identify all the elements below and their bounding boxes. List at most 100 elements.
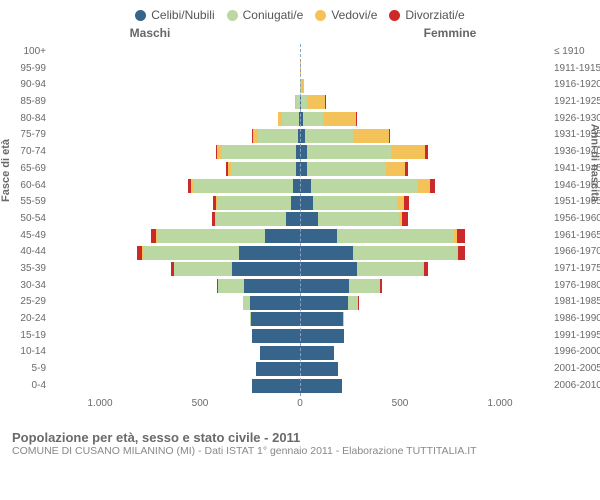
female-bar <box>300 312 405 326</box>
age-label: 65-69 <box>6 161 46 178</box>
x-axis: 1.00050005001.000 <box>50 398 550 414</box>
female-bar <box>300 162 465 176</box>
female-bar <box>300 145 479 159</box>
birth-year-label: 1991-1995 <box>554 328 600 345</box>
legend-item: Coniugati/e <box>227 8 304 22</box>
male-bar <box>191 129 301 143</box>
age-label: 10-14 <box>6 344 46 361</box>
birth-year-label: 1921-1925 <box>554 94 600 111</box>
male-bar <box>188 312 300 326</box>
legend: Celibi/Nubili Coniugati/e Vedovi/e Divorzia… <box>0 0 600 26</box>
female-bar <box>300 279 443 293</box>
birth-year-label: ≤ 1910 <box>554 44 600 61</box>
female-bar <box>300 246 503 260</box>
male-bar <box>190 329 300 343</box>
x-tick: 1.000 <box>450 398 550 414</box>
male-bar <box>181 296 300 310</box>
female-bar <box>300 95 380 109</box>
female-bar <box>300 346 393 360</box>
male-bar <box>200 346 300 360</box>
legend-swatch <box>389 10 400 21</box>
x-tick: 1.000 <box>50 398 150 414</box>
female-bar <box>300 62 309 76</box>
legend-item: Divorziati/e <box>389 8 464 22</box>
legend-label: Divorziati/e <box>405 8 464 22</box>
male-bar <box>153 196 301 210</box>
male-label: Maschi <box>50 26 300 40</box>
birth-year-label: 1936-1940 <box>554 144 600 161</box>
male-bar <box>98 246 300 260</box>
male-bar <box>195 362 300 376</box>
age-label: 40-44 <box>6 244 46 261</box>
female-bar <box>300 129 450 143</box>
male-bar <box>121 262 301 276</box>
legend-label: Coniugati/e <box>243 8 304 22</box>
female-bar <box>300 229 503 243</box>
age-label: 55-59 <box>6 194 46 211</box>
center-axis-line <box>300 44 301 396</box>
age-label: 90-94 <box>6 77 46 94</box>
birth-year-label: 1946-1950 <box>554 178 600 195</box>
birth-year-label: 1996-2000 <box>554 344 600 361</box>
chart-title: Popolazione per età, sesso e stato civil… <box>12 430 588 445</box>
birth-year-label: 1931-1935 <box>554 127 600 144</box>
legend-swatch <box>227 10 238 21</box>
male-bar <box>133 179 300 193</box>
birth-year-label: 2001-2005 <box>554 361 600 378</box>
male-bar <box>164 162 300 176</box>
legend-swatch <box>315 10 326 21</box>
female-bar <box>300 112 420 126</box>
birth-year-label: 1956-1960 <box>554 211 600 228</box>
birth-year-label: 2006-2010 <box>554 378 600 395</box>
female-bar <box>300 79 331 93</box>
male-bar <box>290 79 300 93</box>
age-label: 70-74 <box>6 144 46 161</box>
female-bar <box>300 196 465 210</box>
age-label: 5-9 <box>6 361 46 378</box>
male-bar <box>155 145 300 159</box>
age-label: 20-24 <box>6 311 46 328</box>
birth-year-label: 1926-1930 <box>554 111 600 128</box>
age-label: 75-79 <box>6 127 46 144</box>
age-label: 50-54 <box>6 211 46 228</box>
female-bar <box>300 262 479 276</box>
birth-year-label: 1911-1915 <box>554 61 600 78</box>
birth-year-label: 1976-1980 <box>554 278 600 295</box>
female-bar <box>300 362 398 376</box>
birth-year-label: 1986-1990 <box>554 311 600 328</box>
x-tick: 500 <box>150 398 250 414</box>
age-label: 60-64 <box>6 178 46 195</box>
female-bar <box>300 379 403 393</box>
male-bar <box>156 279 301 293</box>
age-label: 15-19 <box>6 328 46 345</box>
age-label: 100+ <box>6 44 46 61</box>
age-label: 25-29 <box>6 294 46 311</box>
female-label: Femmine <box>300 26 550 40</box>
female-bar <box>300 296 421 310</box>
legend-item: Vedovi/e <box>315 8 377 22</box>
age-label: 35-39 <box>6 261 46 278</box>
female-bar <box>300 329 405 343</box>
birth-year-label: 1981-1985 <box>554 294 600 311</box>
birth-year-label: 1971-1975 <box>554 261 600 278</box>
male-bar <box>263 95 300 109</box>
age-label: 30-34 <box>6 278 46 295</box>
birth-year-label: 1941-1945 <box>554 161 600 178</box>
male-bar <box>107 229 300 243</box>
x-tick: 0 <box>250 398 350 414</box>
male-bar <box>151 212 300 226</box>
birth-year-label: 1951-1955 <box>554 194 600 211</box>
age-label: 85-89 <box>6 94 46 111</box>
female-bar <box>300 212 464 226</box>
age-label: 0-4 <box>6 378 46 395</box>
chart-subtitle: COMUNE DI CUSANO MILANINO (MI) - Dati IS… <box>12 445 588 457</box>
legend-swatch <box>135 10 146 21</box>
male-bar <box>190 379 300 393</box>
legend-label: Vedovi/e <box>331 8 377 22</box>
legend-item: Celibi/Nubili <box>135 8 214 22</box>
birth-year-label: 1916-1920 <box>554 77 600 94</box>
birth-year-label: 1966-1970 <box>554 244 600 261</box>
age-label: 45-49 <box>6 228 46 245</box>
age-label: 95-99 <box>6 61 46 78</box>
x-tick: 500 <box>350 398 450 414</box>
